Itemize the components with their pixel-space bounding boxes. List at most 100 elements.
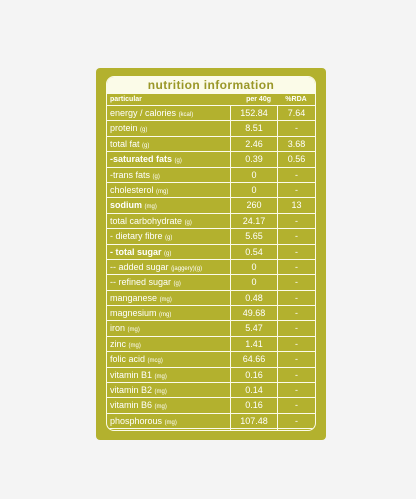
table-row: phosphorous (mg) 107.48- <box>107 413 315 430</box>
row-rda: - <box>295 308 298 319</box>
row-particular: total carbohydrate (g) <box>107 213 231 229</box>
row-rda: - <box>295 292 298 303</box>
row-particular: - dietary fibre (g) <box>107 229 231 244</box>
table-row: protein (g) 8.51- <box>107 121 315 137</box>
table-row: - total sugar (g) 0.54 - <box>107 244 315 260</box>
nutrient-name: vitamin B6 <box>110 400 153 411</box>
table-row: -- added sugar (jaggery)(g) 0 - <box>107 259 315 276</box>
row-rda: - <box>295 184 298 195</box>
nutrient-name: zinc <box>110 338 127 349</box>
row-rda: - <box>295 369 298 380</box>
nutrient-name: -- added sugar <box>110 261 169 272</box>
row-value: 8.51 <box>231 121 278 136</box>
row-value: 0.54 <box>231 244 278 259</box>
header-per-40g: per 40g <box>246 96 271 103</box>
row-particular: manganese (mg) <box>107 290 231 306</box>
nutrient-unit: (mg) <box>156 188 169 195</box>
row-rda: 3.68 <box>287 138 306 149</box>
nutrient-unit: (mg) <box>154 404 167 411</box>
row-rda: - <box>295 246 298 257</box>
row-value: 2.46 <box>231 136 278 152</box>
nutrient-unit: (mg) <box>144 204 157 211</box>
nutrient-unit: (g) <box>173 281 181 288</box>
row-rda: - <box>278 429 315 430</box>
nutrient-unit: (mg) <box>159 312 172 319</box>
table-row: total carbohydrate (g) 24.17- <box>107 213 315 230</box>
nutrient-unit: (mg) <box>128 342 141 349</box>
table-row: magnesium (mg) 49.68- <box>107 306 315 322</box>
table-title: nutrition information <box>107 77 315 94</box>
table-row: - dietary fibre (g) 5.65 - <box>107 229 315 245</box>
row-particular: total fat (g) <box>107 136 231 152</box>
row-particular: -saturated fats (g) <box>107 152 231 167</box>
row-particular: potassium (mg) <box>107 429 231 430</box>
nutrient-name: -trans fats <box>110 169 151 180</box>
table-body: energy / calories (kcal) 152.84 7.64 protei… <box>107 106 315 430</box>
row-rda: 0.56 <box>287 154 306 165</box>
table-row: vitamin B6 (mg) 0.16- <box>107 398 315 414</box>
nutrient-name: magnesium <box>110 308 157 319</box>
row-value: 5.65 <box>231 229 278 244</box>
nutrient-unit: (mg) <box>154 373 167 380</box>
row-value: 107.48 <box>231 413 278 429</box>
row-particular: -- refined sugar (g) <box>107 275 231 290</box>
row-rda: - <box>295 215 298 226</box>
nutrient-name: sodium <box>110 200 143 211</box>
row-value: 260 <box>231 198 278 213</box>
nutrient-name: total carbohydrate <box>110 215 183 226</box>
row-value: 0 <box>231 259 278 275</box>
row-particular: iron (mg) <box>107 321 231 336</box>
row-rda: - <box>295 385 298 396</box>
row-value: 0.16 <box>231 398 278 413</box>
row-particular: cholesterol (mg) <box>107 182 231 198</box>
nutrient-unit: (mg) <box>159 296 172 303</box>
nutrient-unit: (mg) <box>154 389 167 396</box>
nutrient-unit: (jaggery)(g) <box>171 265 203 272</box>
table-row: zinc (mg) 1.41 - <box>107 336 315 353</box>
row-particular: phosphorous (mg) <box>107 413 231 429</box>
row-particular: - total sugar (g) <box>107 244 231 259</box>
row-particular: folic acid (mcg) <box>107 352 231 367</box>
nutrient-name: manganese <box>110 292 158 303</box>
nutrient-name: total fat <box>110 138 140 149</box>
row-value: 49.68 <box>231 306 278 321</box>
row-rda: 13 <box>291 200 302 211</box>
nutrient-unit: (g) <box>152 173 160 180</box>
row-particular: vitamin B6 (mg) <box>107 398 231 413</box>
row-particular: -trans fats (g) <box>107 167 231 182</box>
row-value: 0.39 <box>231 152 278 167</box>
row-rda: - <box>295 338 298 349</box>
nutrient-name: folic acid <box>110 354 146 365</box>
table-row: potassium (mg)357.76- <box>107 429 315 430</box>
table-row: vitamin B1 (mg) 0.16- <box>107 367 315 384</box>
table-row: -saturated fats (g) 0.39 0.56 <box>107 152 315 168</box>
nutrient-name: -saturated fats <box>110 154 173 165</box>
nutrient-name: protein <box>110 123 138 134</box>
nutrient-unit: (kcal) <box>178 112 194 118</box>
table-row: folic acid (mcg) 64.66- <box>107 352 315 368</box>
nutrient-unit: (g) <box>140 127 148 134</box>
table-row: -trans fats (g) 0- <box>107 167 315 183</box>
row-value: 0.48 <box>231 290 278 306</box>
nutrient-unit: (g) <box>164 250 172 257</box>
nutrient-name: vitamin B2 <box>110 385 153 396</box>
row-particular: protein (g) <box>107 121 231 136</box>
row-rda: - <box>295 231 298 242</box>
nutrition-table: nutrition information particular per 40g… <box>106 76 316 431</box>
row-particular: energy / calories (kcal) <box>107 106 231 121</box>
row-value: 64.66 <box>231 352 278 367</box>
row-rda: 7.64 <box>287 108 306 118</box>
row-particular: magnesium (mg) <box>107 306 231 321</box>
row-value: 1.41 <box>231 336 278 352</box>
nutrient-unit: (g) <box>184 219 192 226</box>
row-rda: - <box>295 354 298 365</box>
header-particular: particular <box>110 96 142 103</box>
nutrient-unit: (mcg) <box>147 358 163 365</box>
row-rda: - <box>295 261 298 272</box>
nutrient-name: iron <box>110 323 126 334</box>
table-row: vitamin B2 (mg) 0.14- <box>107 383 315 399</box>
table-row: sodium (mg) 260 13 <box>107 198 315 214</box>
row-particular: vitamin B1 (mg) <box>107 367 231 383</box>
nutrient-unit: (mg) <box>127 327 140 334</box>
row-rda: - <box>295 277 298 288</box>
